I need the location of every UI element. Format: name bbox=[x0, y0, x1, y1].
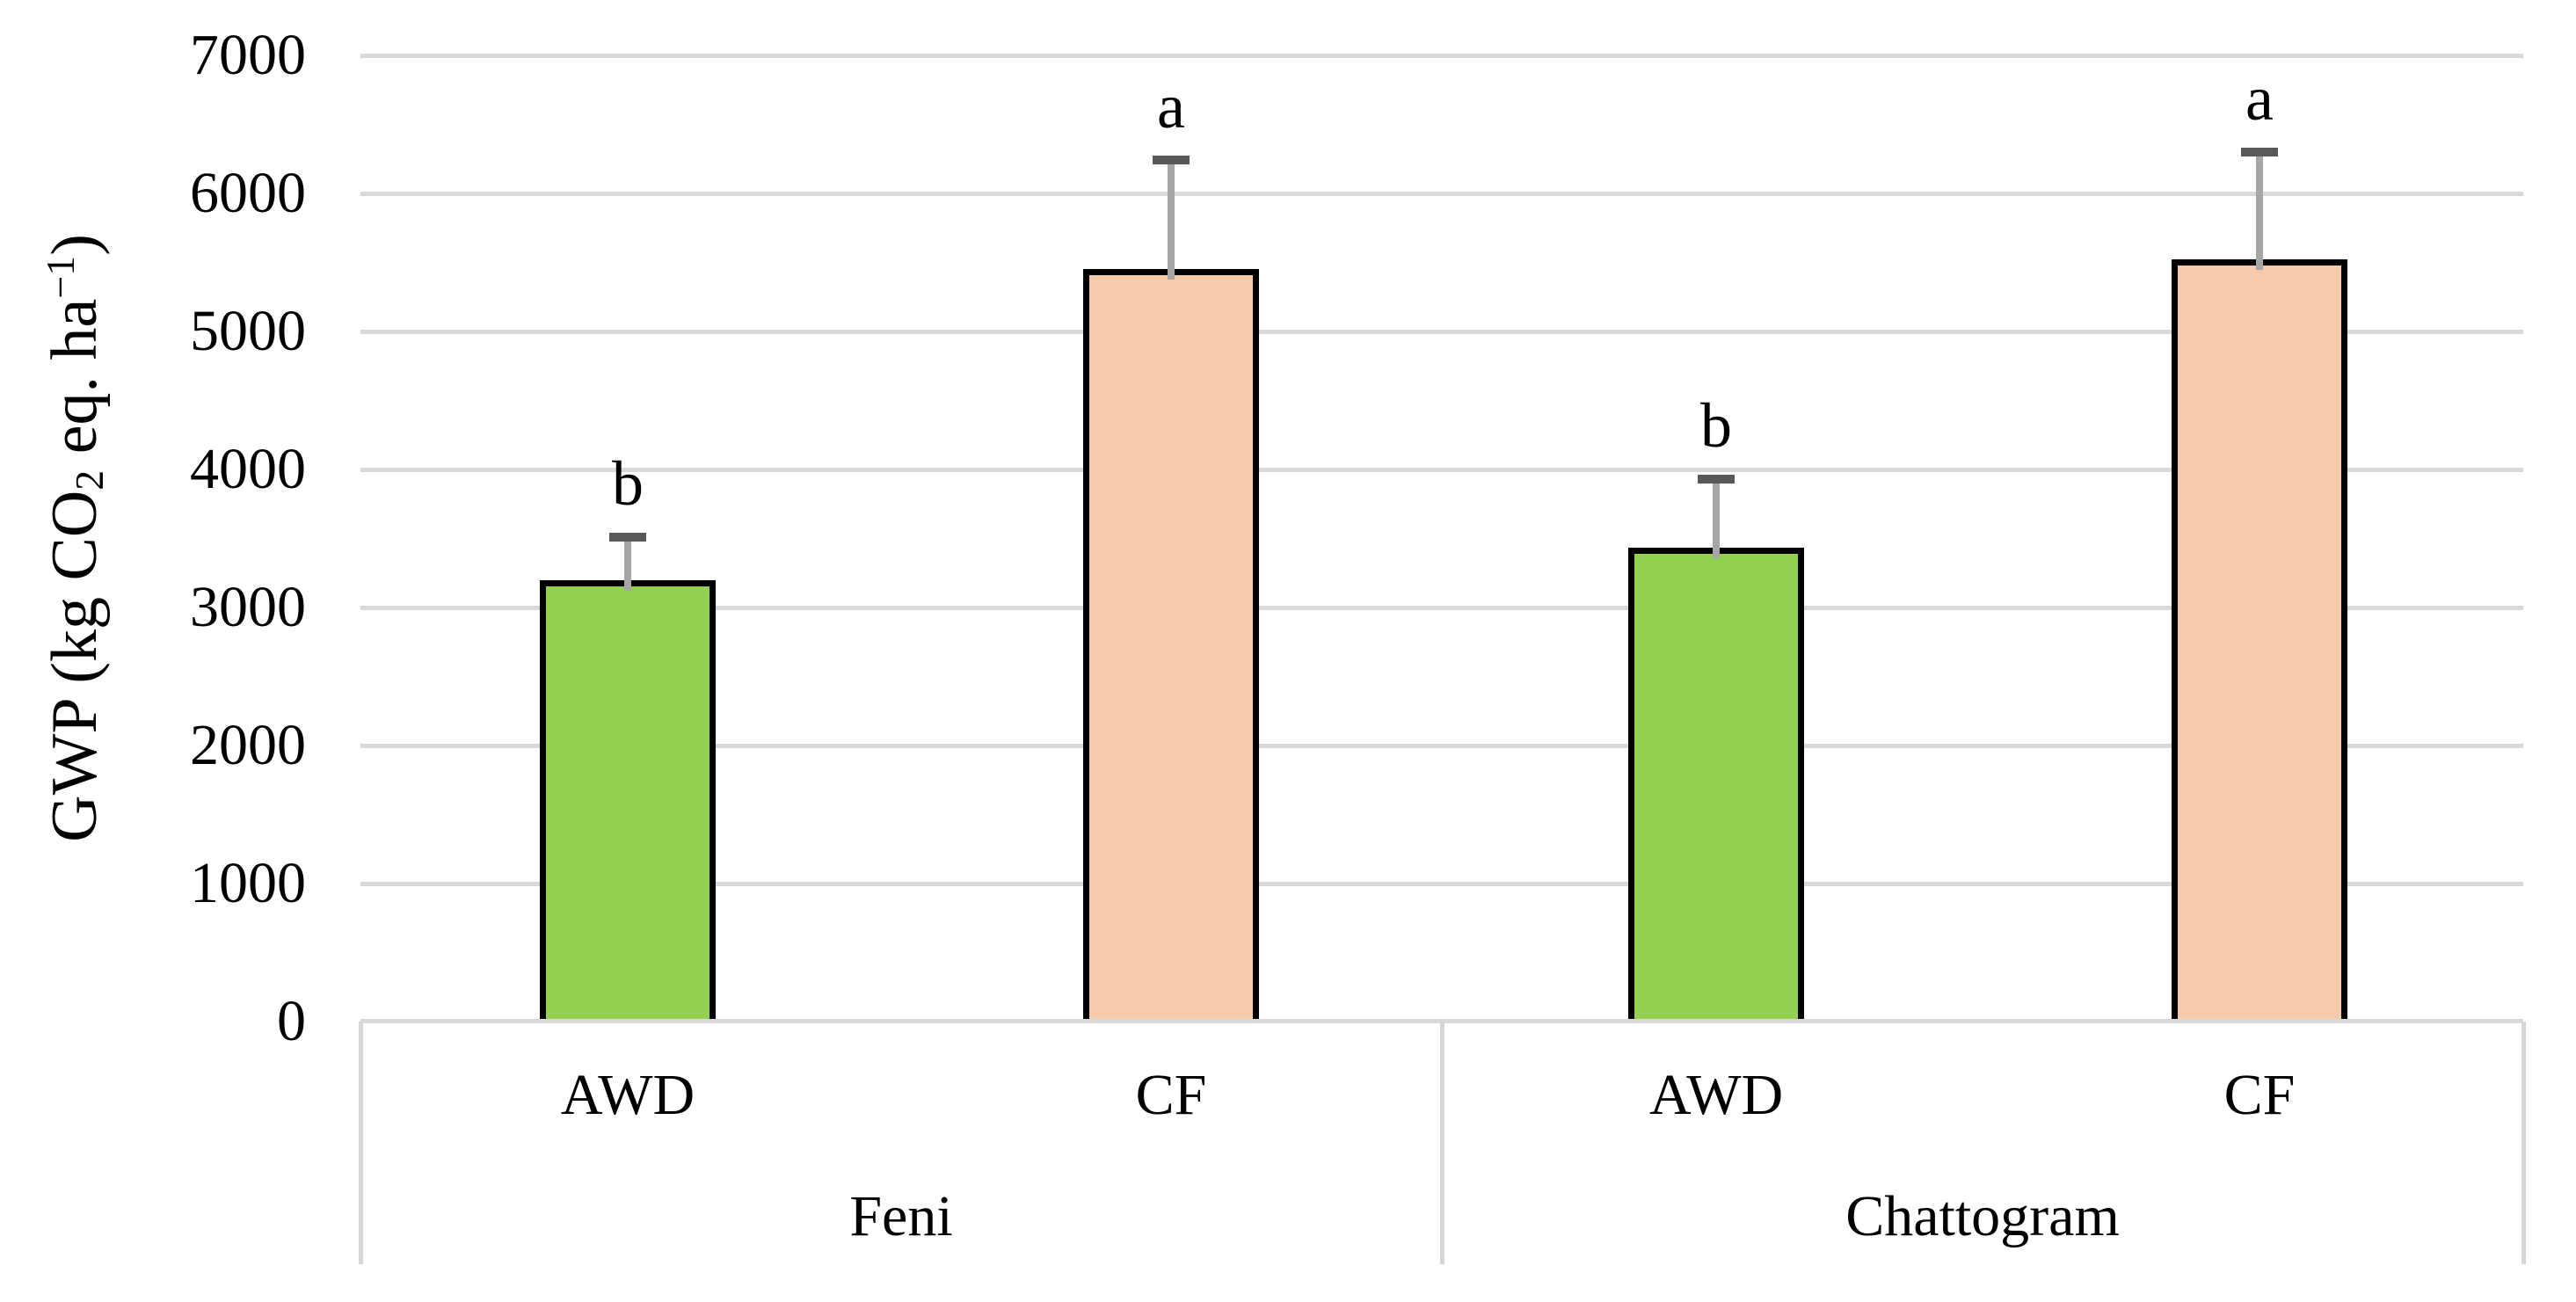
y-tick-label: 0 bbox=[277, 989, 306, 1053]
gridline bbox=[360, 606, 2523, 610]
y-axis-title-suffix: ) bbox=[39, 234, 111, 256]
y-tick-label: 2000 bbox=[190, 713, 306, 777]
error-bar-cap bbox=[609, 533, 646, 542]
category-label: AWD bbox=[1648, 1063, 1784, 1127]
bar bbox=[1083, 269, 1259, 1020]
group-label: Feni bbox=[849, 1184, 953, 1248]
error-bar-cap bbox=[1153, 156, 1190, 164]
y-axis-title-text: GWP (kg CO bbox=[39, 490, 111, 842]
y-tick-label: 3000 bbox=[190, 575, 306, 639]
error-bar-line bbox=[624, 537, 631, 591]
error-bar-line bbox=[1713, 479, 1720, 558]
category-axis-divider bbox=[1440, 1022, 1444, 1264]
category-axis-divider bbox=[359, 1022, 363, 1264]
y-tick-label: 7000 bbox=[190, 23, 306, 87]
gridline bbox=[360, 744, 2523, 748]
category-label: CF bbox=[1135, 1063, 1207, 1127]
gridline bbox=[360, 882, 2523, 886]
category-label: CF bbox=[2223, 1063, 2296, 1127]
gridline bbox=[360, 192, 2523, 196]
significance-letter: a bbox=[1157, 71, 1185, 142]
x-axis-line bbox=[360, 1019, 2523, 1023]
bar bbox=[2172, 259, 2347, 1020]
y-tick-label: 6000 bbox=[190, 161, 306, 225]
significance-letter: b bbox=[1700, 390, 1732, 461]
significance-letter: b bbox=[612, 448, 644, 519]
category-label: AWD bbox=[560, 1063, 695, 1127]
error-bar-cap bbox=[1698, 475, 1735, 484]
error-bar-line bbox=[1168, 160, 1175, 280]
significance-letter: a bbox=[2245, 63, 2274, 134]
bar bbox=[1628, 548, 1804, 1020]
group-label: Chattogram bbox=[1845, 1184, 2120, 1248]
gridline bbox=[360, 468, 2523, 472]
y-tick-label: 5000 bbox=[190, 299, 306, 363]
error-bar-line bbox=[2256, 152, 2263, 270]
error-bar-cap bbox=[2241, 148, 2278, 156]
y-axis-title-superscript: −1 bbox=[37, 255, 83, 299]
gridline bbox=[360, 54, 2523, 58]
bar bbox=[540, 580, 716, 1020]
gridline bbox=[360, 330, 2523, 334]
y-tick-label: 1000 bbox=[190, 851, 306, 915]
y-tick-label: 4000 bbox=[190, 437, 306, 501]
category-axis-divider bbox=[2521, 1022, 2526, 1264]
